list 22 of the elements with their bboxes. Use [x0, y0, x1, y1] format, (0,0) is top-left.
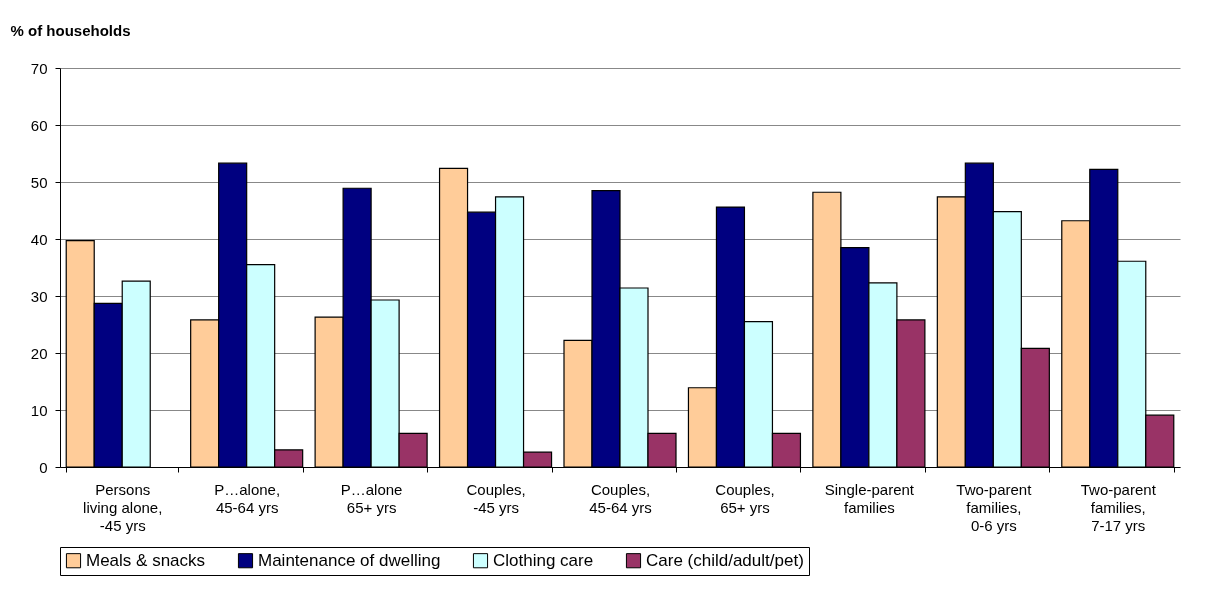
- legend-label: Clothing care: [493, 550, 594, 570]
- x-tick-label: P…alone 65+ yrs: [340, 480, 403, 516]
- y-tick-label: 40: [30, 230, 48, 248]
- y-tick-label: 10: [30, 401, 48, 419]
- y-tick-label: 60: [30, 116, 48, 134]
- x-tick-label: P…alone, 45-64 yrs: [214, 480, 281, 516]
- legend-label: Maintenance of dwelling: [258, 550, 441, 570]
- x-tick-label: Couples, -45 yrs: [466, 480, 526, 516]
- y-axis-title: % of households: [10, 21, 131, 39]
- x-tick-label: Couples, 45-64 yrs: [589, 480, 652, 516]
- x-tick-label: Single-parent families: [824, 480, 915, 516]
- x-tick-label: Two-parent families, 0-6 yrs: [956, 480, 1033, 534]
- x-tick-label: Persons living alone, -45 yrs: [83, 480, 163, 534]
- legend-label: Meals & snacks: [86, 550, 206, 570]
- y-tick-label: 30: [30, 287, 48, 305]
- y-tick-label: 0: [39, 458, 48, 476]
- y-tick-label: 70: [30, 59, 48, 77]
- legend-label: Care (child/adult/pet): [646, 550, 804, 570]
- y-tick-label: 50: [30, 173, 48, 191]
- x-tick-label: Two-parent families, 7-17 yrs: [1080, 480, 1157, 534]
- y-tick-label: 20: [30, 344, 48, 362]
- x-tick-label: Couples, 65+ yrs: [715, 480, 775, 516]
